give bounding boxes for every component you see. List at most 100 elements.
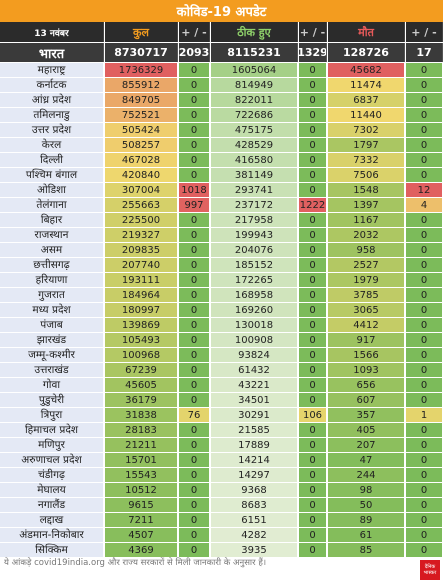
data-cell: 0: [406, 423, 442, 437]
data-cell: 0: [179, 363, 209, 377]
data-cell: 0: [406, 393, 442, 407]
data-cell: 0: [179, 213, 209, 227]
data-cell: 2527: [328, 258, 404, 272]
data-cell: 168958: [211, 288, 297, 302]
data-cell: 45605: [105, 378, 177, 392]
data-cell: 89: [328, 513, 404, 527]
data-cell: 0: [299, 468, 326, 482]
data-cell: 1797: [328, 138, 404, 152]
data-cell: 416580: [211, 153, 297, 167]
data-cell: 67239: [105, 363, 177, 377]
data-cell: 4282: [211, 528, 297, 542]
data-cell: 0: [299, 258, 326, 272]
data-cell: 0: [179, 543, 209, 557]
data-cell: 3065: [328, 303, 404, 317]
data-cell: 0: [299, 483, 326, 497]
data-cell: 0: [299, 423, 326, 437]
data-cell: 30291: [211, 408, 297, 422]
data-cell: 607: [328, 393, 404, 407]
data-cell: 8683: [211, 498, 297, 512]
column-header: मौत: [328, 22, 405, 42]
state-name: बिहार: [0, 213, 103, 227]
data-cell: 47: [328, 453, 404, 467]
data-cell: 0: [299, 153, 326, 167]
logo: दैनिक भास्कर: [420, 560, 440, 580]
data-cell: 822011: [211, 93, 297, 107]
data-cell: 10512: [105, 483, 177, 497]
data-cell: 0: [299, 453, 326, 467]
data-cell: 0: [406, 243, 442, 257]
data-cell: 1605064: [211, 63, 297, 77]
data-cell: 0: [406, 93, 442, 107]
state-name: पुडुचेरी: [0, 393, 103, 407]
data-cell: 0: [179, 228, 209, 242]
data-cell: 130018: [211, 318, 297, 332]
data-cell: 0: [406, 333, 442, 347]
data-cell: 50: [328, 498, 404, 512]
state-name: असम: [0, 243, 103, 257]
state-name: आंध्र प्रदेश: [0, 93, 103, 107]
data-cell: 4412: [328, 318, 404, 332]
data-cell: 0: [299, 288, 326, 302]
data-cell: 0: [179, 258, 209, 272]
data-cell: 0: [299, 183, 326, 197]
state-name: जम्मू-कश्मीर: [0, 348, 103, 362]
data-cell: 28183: [105, 423, 177, 437]
data-cell: 0: [299, 363, 326, 377]
data-cell: 9368: [211, 483, 297, 497]
data-cell: 0: [179, 168, 209, 182]
state-name: पंजाब: [0, 318, 103, 332]
data-cell: 0: [406, 273, 442, 287]
data-cell: 0: [179, 108, 209, 122]
data-cell: 0: [406, 483, 442, 497]
data-cell: 34501: [211, 393, 297, 407]
data-cell: 0: [299, 498, 326, 512]
state-name: अंडमान-निकोबार: [0, 528, 103, 542]
data-cell: 0: [179, 453, 209, 467]
data-cell: 0: [179, 513, 209, 527]
data-cell: 0: [406, 513, 442, 527]
title: कोविड-19 अपडेट: [0, 0, 443, 22]
state-name: हरियाणा: [0, 273, 103, 287]
state-name: मेघालय: [0, 483, 103, 497]
data-cell: 357: [328, 408, 404, 422]
column-header: + / -: [179, 22, 210, 42]
data-cell: 0: [299, 228, 326, 242]
state-name: कर्नाटक: [0, 78, 103, 92]
data-cell: 15543: [105, 468, 177, 482]
data-cell: 172265: [211, 273, 297, 287]
data-cell: 0: [406, 468, 442, 482]
data-cell: 0: [299, 78, 326, 92]
data-cell: 217958: [211, 213, 297, 227]
data-cell: 0: [179, 243, 209, 257]
data-cell: 3935: [211, 543, 297, 557]
column-header: + / -: [299, 22, 327, 42]
data-cell: 0: [299, 213, 326, 227]
data-cell: 1: [406, 408, 442, 422]
data-cell: 307004: [105, 183, 177, 197]
data-cell: 21211: [105, 438, 177, 452]
data-cell: 0: [179, 63, 209, 77]
data-cell: 7332: [328, 153, 404, 167]
data-cell: 814949: [211, 78, 297, 92]
data-cell: 0: [406, 378, 442, 392]
data-cell: 1222: [299, 198, 326, 212]
state-name: गुजरात: [0, 288, 103, 302]
data-cell: 0: [406, 318, 442, 332]
data-cell: 0: [179, 468, 209, 482]
data-cell: 0: [299, 333, 326, 347]
data-cell: 1167: [328, 213, 404, 227]
data-cell: 0: [299, 318, 326, 332]
data-cell: 255663: [105, 198, 177, 212]
data-cell: 0: [406, 213, 442, 227]
data-cell: 855912: [105, 78, 177, 92]
data-cell: 193111: [105, 273, 177, 287]
total-cell: 17: [406, 43, 443, 62]
data-cell: 0: [406, 78, 442, 92]
data-cell: 12: [406, 183, 442, 197]
state-name: मध्य प्रदेश: [0, 303, 103, 317]
data-cell: 1093: [328, 363, 404, 377]
data-cell: 21585: [211, 423, 297, 437]
data-cell: 0: [179, 288, 209, 302]
state-name: हिमाचल प्रदेश: [0, 423, 103, 437]
